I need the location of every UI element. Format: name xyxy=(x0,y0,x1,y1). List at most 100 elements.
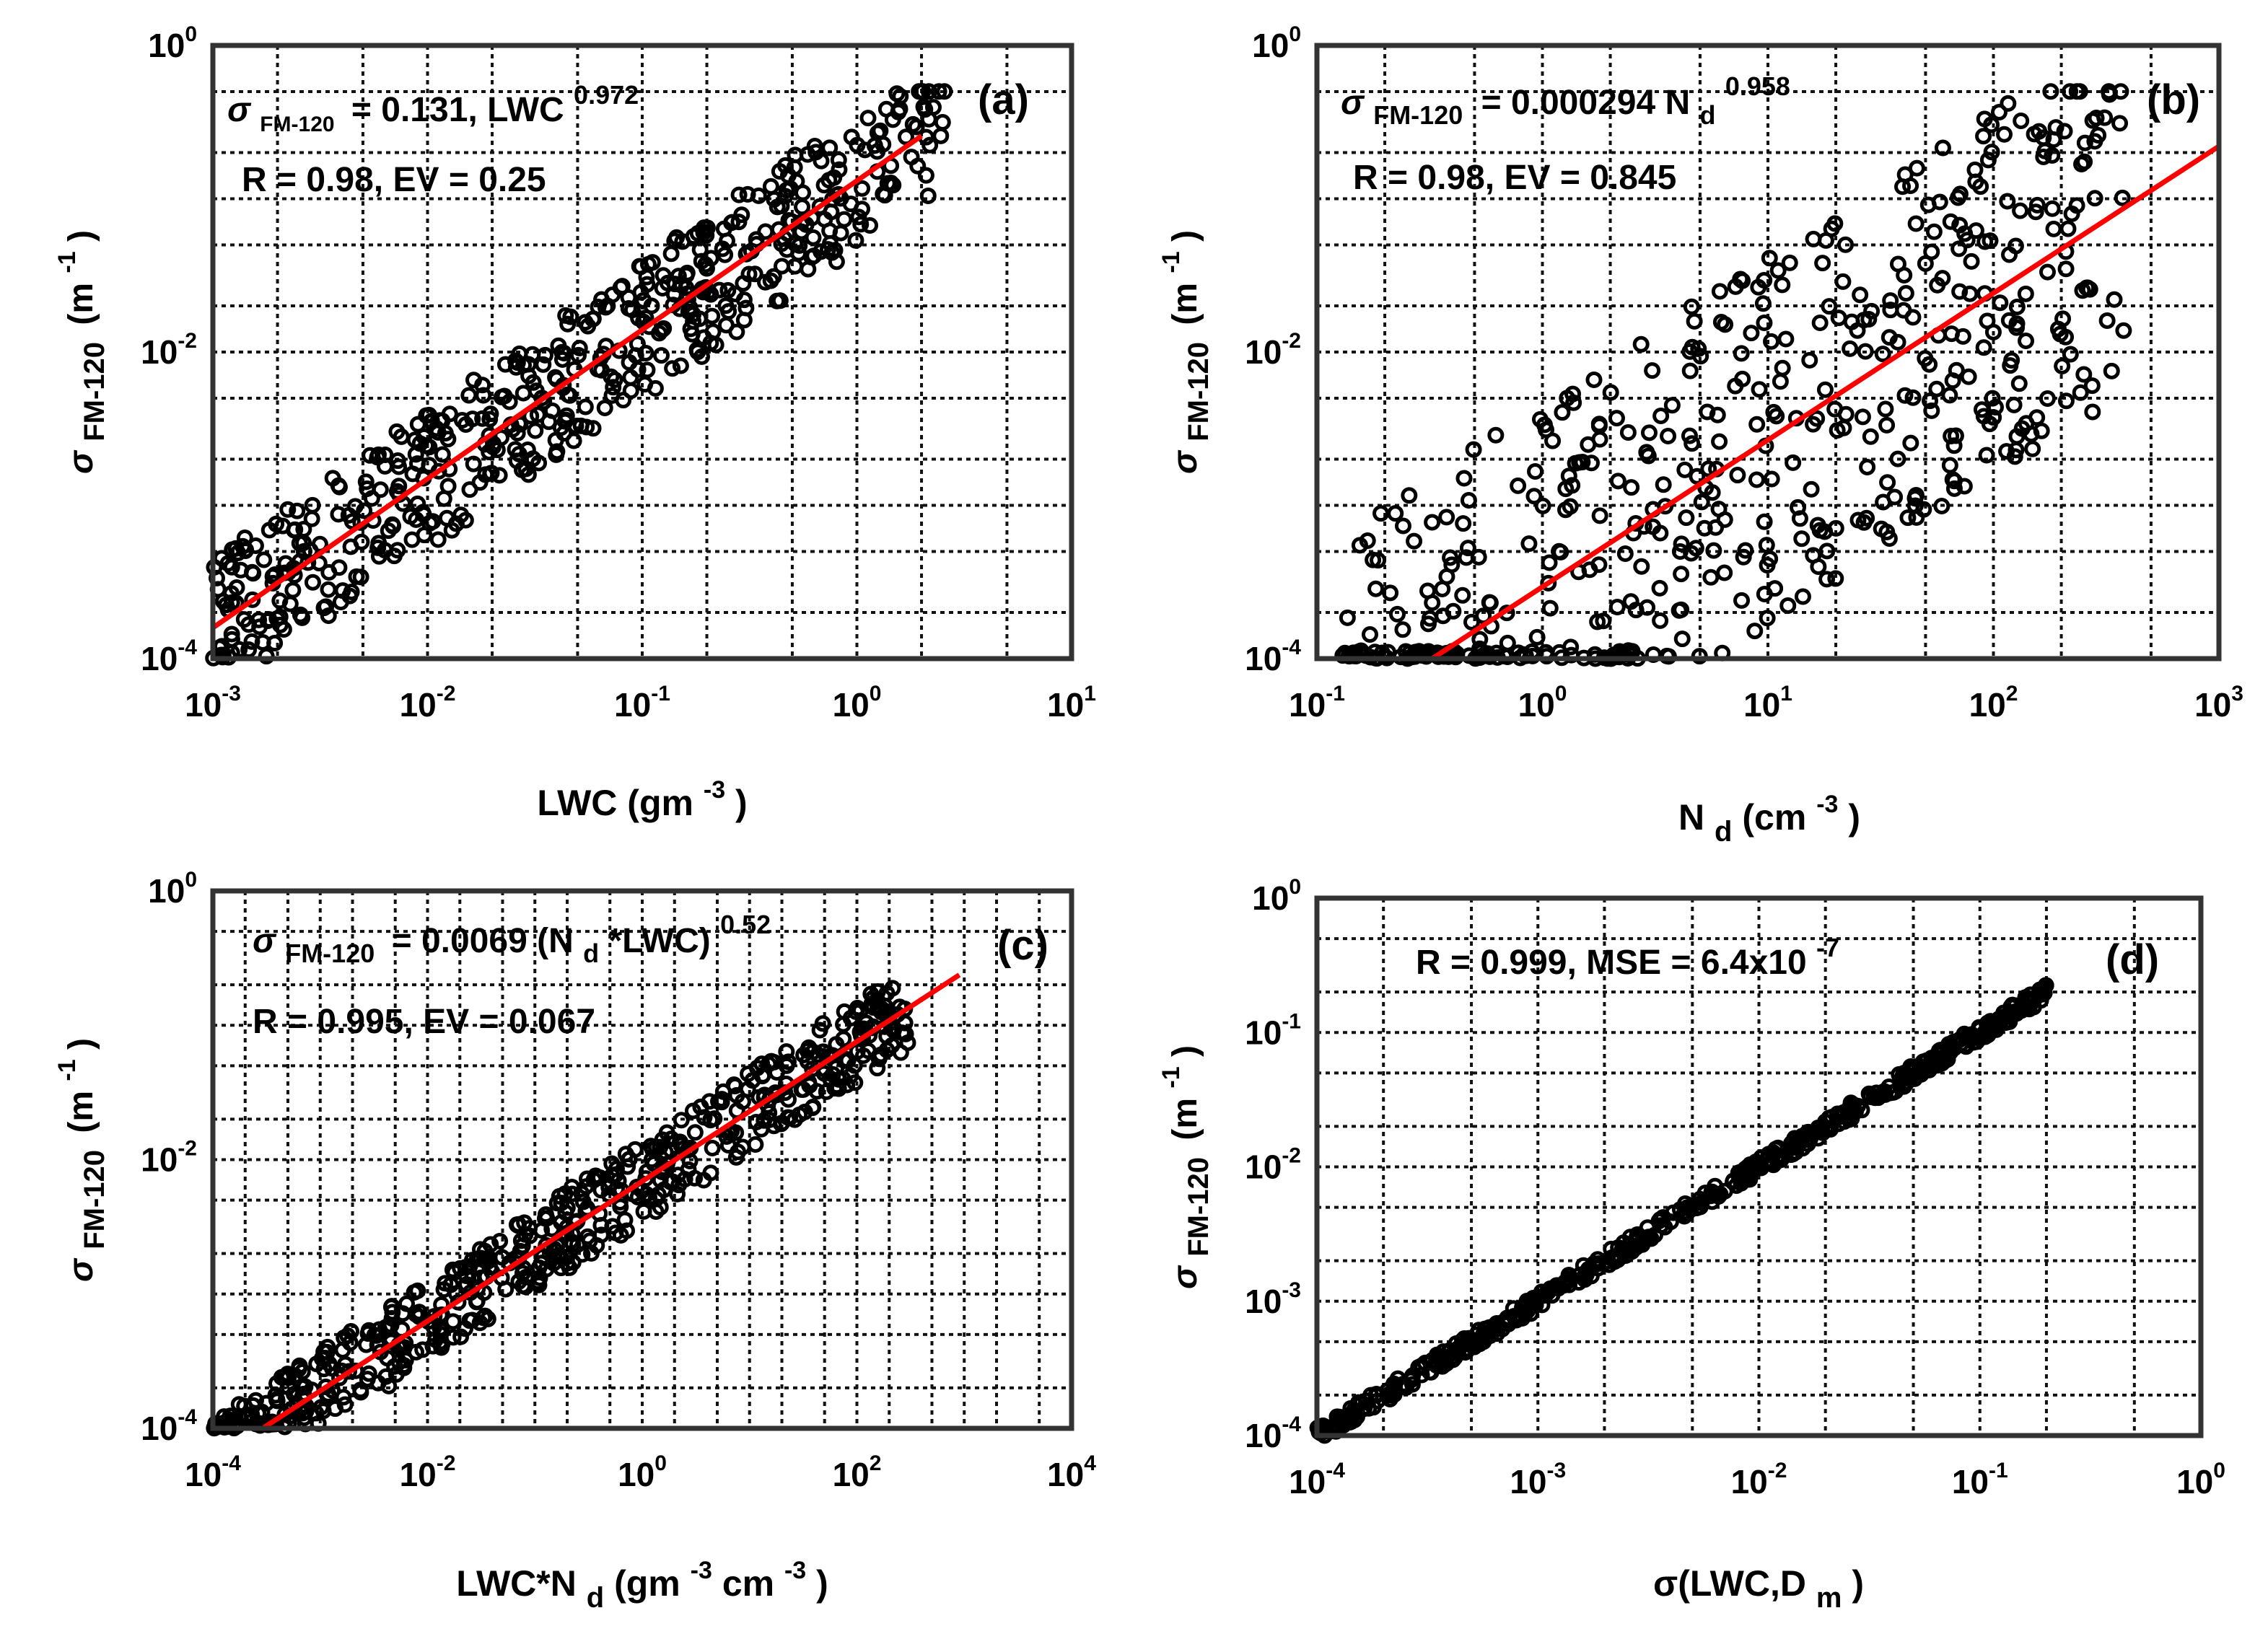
data-point xyxy=(418,437,435,454)
xlabel-b-exp: -3 xyxy=(1816,791,1838,818)
data-point xyxy=(402,508,419,525)
data-point xyxy=(1754,295,1772,312)
x-tick-label: 10-4 xyxy=(185,1451,241,1493)
data-point xyxy=(1565,394,1582,411)
data-point xyxy=(854,180,871,197)
data-point xyxy=(1842,340,1859,357)
data-point xyxy=(1397,1379,1414,1396)
eq-a-sub: FM-120 xyxy=(260,113,334,136)
data-point xyxy=(897,128,914,146)
data-point xyxy=(1975,128,1992,145)
data-point xyxy=(2024,440,2041,457)
data-point xyxy=(859,1042,877,1060)
data-point xyxy=(1805,547,1822,564)
xlabel-a-exp: -3 xyxy=(704,776,725,804)
data-point xyxy=(1696,519,1713,537)
data-point xyxy=(1517,1299,1534,1317)
data-point xyxy=(1640,424,1658,441)
data-point xyxy=(1912,1065,1930,1082)
x-tick-label: 10-1 xyxy=(1289,682,1345,724)
data-point xyxy=(1942,213,1959,230)
data-point xyxy=(1748,471,1765,488)
ylabel-b-sub: FM-120 xyxy=(1183,342,1214,441)
data-point xyxy=(596,399,613,416)
data-point xyxy=(815,1043,832,1060)
data-point xyxy=(903,149,920,166)
ylabel-a-sigma: σ xyxy=(62,449,100,474)
data-point xyxy=(295,521,312,538)
data-point xyxy=(754,1066,771,1084)
data-point xyxy=(1859,458,1876,475)
data-point xyxy=(317,1378,334,1395)
data-point xyxy=(260,522,278,539)
data-point xyxy=(1951,283,1969,300)
data-point xyxy=(1990,103,2008,120)
data-point xyxy=(897,1025,914,1042)
data-point xyxy=(1455,515,1472,532)
x-tick-label: 102 xyxy=(833,1451,882,1493)
ylabel-d: σ FM-120 (m -1 ) xyxy=(1149,1045,1216,1289)
data-point xyxy=(1712,314,1730,331)
xlabel-c: LWC*N d (gm -3 cm -3 ) xyxy=(456,1546,828,1615)
data-point xyxy=(780,1091,797,1108)
data-point xyxy=(1943,325,1961,343)
y-tick-label: 10-4 xyxy=(1245,1412,1301,1454)
data-point xyxy=(750,187,767,204)
data-point xyxy=(359,1371,376,1388)
data-point xyxy=(1756,314,1773,331)
data-point xyxy=(2027,203,2044,221)
data-point xyxy=(2054,357,2071,374)
data-point xyxy=(579,1170,596,1187)
data-point xyxy=(1928,380,1945,397)
data-point xyxy=(619,1158,636,1175)
data-point xyxy=(243,633,260,650)
data-points-a xyxy=(205,83,953,667)
data-point xyxy=(501,393,518,410)
data-point xyxy=(917,167,934,184)
data-point xyxy=(572,417,590,434)
panel-d: 10-4 10-3 10-2 10-1 100 10-4 10-3 10-2 10-1 100 R… xyxy=(1149,875,2225,1614)
data-point xyxy=(1830,309,1847,327)
data-point xyxy=(304,574,321,591)
ylabel-b-close: ) xyxy=(1166,230,1204,242)
ylabel-c-unit: (m xyxy=(62,1091,100,1133)
data-point xyxy=(1623,479,1640,496)
data-point xyxy=(603,387,621,404)
data-point xyxy=(1736,1160,1753,1177)
data-point xyxy=(1709,406,1726,423)
data-point xyxy=(465,455,482,473)
data-point xyxy=(1978,447,1995,464)
data-point xyxy=(1590,416,1608,433)
data-point xyxy=(324,470,341,487)
data-point xyxy=(1702,568,1720,586)
y-tick-label: 100 xyxy=(148,868,197,910)
data-point xyxy=(419,1313,437,1330)
ylabel-b: σ FM-120 (m -1 ) xyxy=(1149,230,1216,474)
data-point xyxy=(339,1327,356,1344)
data-point xyxy=(654,267,672,284)
data-point xyxy=(447,515,465,532)
data-point xyxy=(1443,556,1461,574)
data-point xyxy=(1979,1016,1996,1033)
data-point xyxy=(2096,109,2114,126)
data-point xyxy=(1710,1187,1728,1205)
data-point xyxy=(334,1342,351,1359)
data-point xyxy=(666,276,683,293)
data-point xyxy=(1367,580,1385,597)
eq-c-exp: 0.52 xyxy=(720,910,771,939)
data-point xyxy=(1794,588,1811,605)
data-point xyxy=(547,369,564,386)
data-point xyxy=(1874,346,1891,363)
data-point xyxy=(1823,220,1840,237)
ylabel-a-sub: FM-120 xyxy=(79,342,110,441)
data-point xyxy=(1945,1039,1962,1056)
data-point xyxy=(2017,285,2034,302)
data-point xyxy=(2075,366,2093,383)
data-point xyxy=(2084,403,2101,421)
data-point xyxy=(796,1103,813,1120)
data-point xyxy=(824,1065,841,1083)
data-point xyxy=(2039,390,2056,408)
panel-label-c: (c) xyxy=(997,922,1048,969)
xlabel-c-close: ) xyxy=(816,1563,828,1604)
data-point xyxy=(1608,599,1626,616)
